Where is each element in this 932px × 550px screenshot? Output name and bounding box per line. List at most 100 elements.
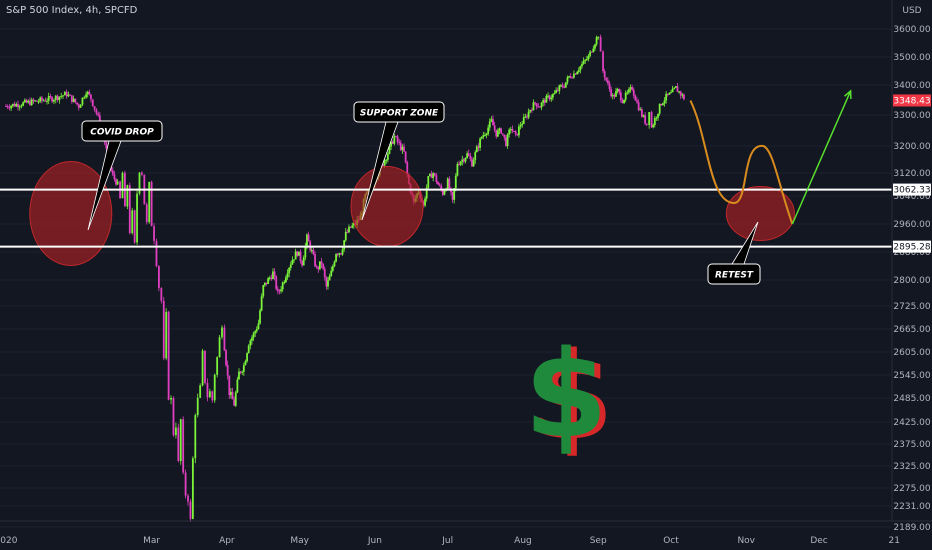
candle-body [461, 159, 464, 162]
level-tags: 3062.33 2895.28 3348.43 [893, 94, 931, 253]
candle-body [187, 495, 189, 502]
candle-body [435, 175, 438, 182]
candle-body [553, 92, 556, 95]
highlight-zones [29, 161, 795, 266]
candle-body [454, 175, 457, 189]
time-tick-label: 21 [889, 536, 900, 546]
candle-body [150, 181, 153, 227]
price-axis[interactable] [892, 0, 932, 550]
candle-body [390, 141, 392, 147]
candle-body [582, 60, 585, 64]
price-tick-label: 3300.00 [893, 111, 930, 121]
candle-body [459, 161, 462, 165]
dollar-glyph: $ [524, 326, 608, 465]
time-tick-label: Nov [737, 536, 755, 546]
candle-body [500, 128, 503, 134]
price-tick-label: 2325.00 [893, 462, 930, 472]
candle-body [239, 371, 242, 373]
candle-body [8, 107, 11, 109]
candle-body [590, 51, 593, 53]
candle-body [74, 98, 77, 103]
time-tick-label: Mar [143, 536, 160, 546]
candle-body [480, 136, 483, 139]
candle-body [451, 191, 454, 200]
time-axis-labels[interactable]: 2020 Mar Apr May Jun Jul Aug Sep Oct Nov Dec 21 [0, 536, 900, 546]
candle-body [262, 285, 265, 297]
price-tick-label: 2960.00 [893, 220, 930, 230]
candle-body [204, 350, 206, 383]
candle-body [346, 231, 349, 233]
candle-body [613, 95, 616, 97]
price-tick-label: 2800.00 [893, 276, 930, 286]
candle-body [594, 44, 596, 49]
candle-body [665, 93, 668, 101]
candle-body [424, 198, 426, 206]
callout-box [707, 263, 761, 285]
candle-body [636, 100, 638, 103]
candle-body [285, 277, 287, 282]
candle-body [29, 100, 31, 106]
time-tick-label: 2020 [0, 536, 18, 546]
candle-body [5, 106, 7, 107]
candle-body [519, 125, 522, 127]
candle-body [595, 37, 598, 45]
price-tick-label: 3500.00 [893, 53, 930, 63]
candle-body [430, 173, 433, 178]
candle-body [516, 133, 519, 136]
candle-body [495, 129, 498, 137]
candle-body [231, 391, 234, 400]
candle-body [475, 146, 478, 153]
candle-body [323, 268, 326, 278]
candle-body [508, 129, 511, 135]
candle-body [65, 91, 68, 97]
candle-body [260, 296, 263, 311]
projection-green [791, 90, 852, 225]
price-tick-label: 2725.00 [893, 302, 930, 312]
price-tick-label: 2375.00 [893, 440, 930, 450]
candle-body [576, 71, 579, 75]
candle-body [281, 282, 284, 290]
candle-body [22, 102, 25, 106]
candle-body [81, 97, 84, 105]
candle-body [521, 123, 524, 126]
candle-body [211, 391, 214, 401]
candle-body [611, 95, 614, 97]
candle-body [15, 104, 18, 107]
candle-body [304, 245, 307, 258]
candle-body [153, 226, 155, 241]
candle-body [569, 76, 572, 78]
candle-body [111, 170, 114, 175]
candle-body [539, 106, 541, 108]
candle-body [325, 277, 328, 287]
zone-ellipse [29, 161, 113, 266]
candle-body [86, 91, 89, 95]
price-tick-label: 3400.00 [893, 81, 930, 91]
candle-body [267, 278, 270, 284]
candle-body [429, 173, 431, 177]
candle-body [640, 109, 643, 117]
candle-body [39, 97, 42, 102]
candle-body [662, 103, 664, 106]
candle-body [518, 126, 520, 136]
candle-body [386, 153, 389, 160]
level-tag-label: 3062.33 [893, 186, 930, 196]
candle-body [307, 234, 310, 242]
candle-body [422, 201, 425, 206]
candle-body [558, 85, 561, 91]
time-tick-label: Oct [663, 536, 679, 546]
candle-body [458, 163, 460, 165]
candle-body [505, 137, 507, 146]
candle-body [251, 337, 253, 341]
candle-body [95, 109, 98, 114]
candle-body [542, 99, 545, 103]
candle-body [47, 96, 50, 101]
candle-body [179, 419, 182, 461]
candle-body [201, 350, 204, 386]
level-tag [893, 240, 931, 253]
candle-body [660, 103, 663, 106]
candle-body [62, 95, 64, 97]
candle-body [628, 89, 630, 93]
candle-body [438, 184, 441, 186]
candle-body [348, 226, 350, 233]
